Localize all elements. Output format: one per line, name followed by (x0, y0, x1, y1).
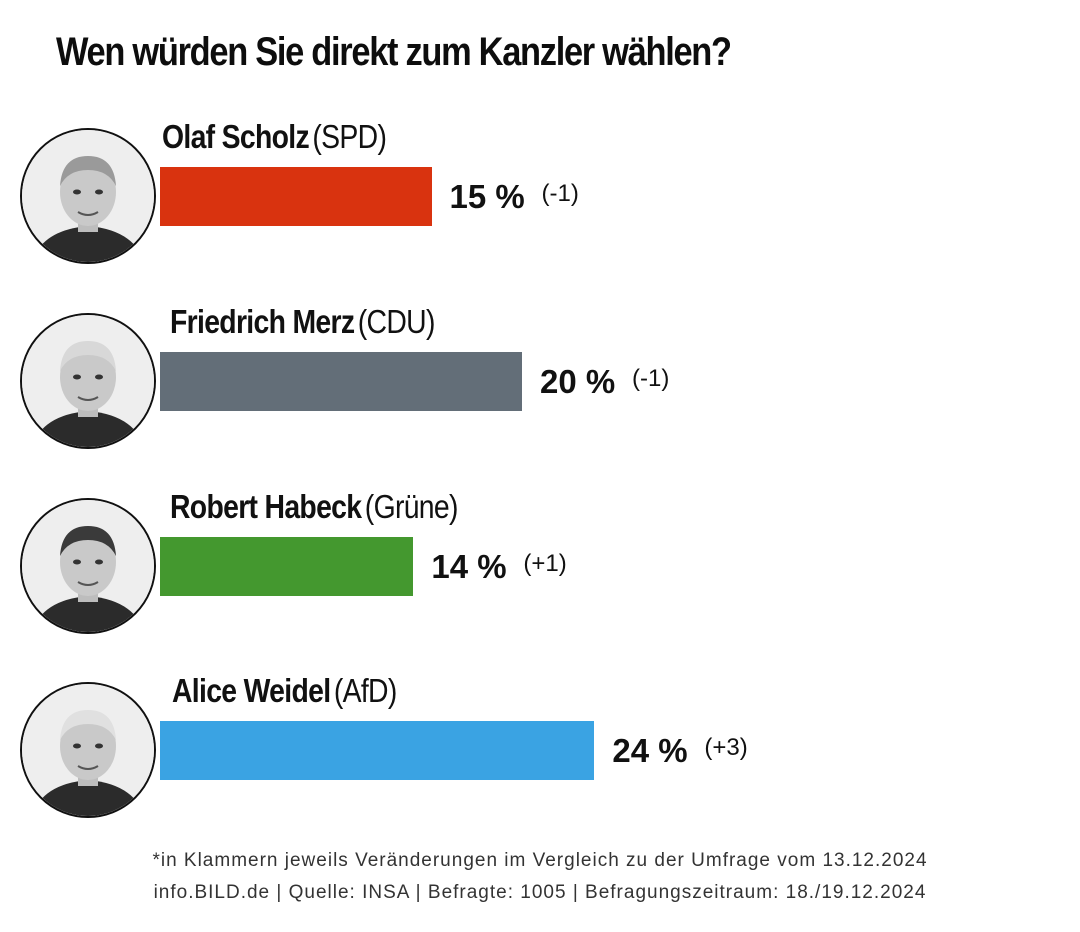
change-label: (-1) (632, 365, 670, 392)
footnote-source: info.BILD.de | Quelle: INSA | Befragte: … (153, 882, 927, 903)
chart-title: Wen würden Sie direkt zum Kanzler wählen… (56, 30, 732, 74)
candidate-label: Robert Habeck (Grüne) (170, 488, 458, 526)
candidate-party: (AfD) (333, 672, 397, 709)
candidate-row-robert-habeck: Robert Habeck (Grüne) 14 % (+1) (0, 488, 1080, 668)
candidate-portrait (20, 313, 156, 449)
value-label: 24 % (612, 732, 688, 769)
value-label: 20 % (540, 363, 616, 400)
candidate-name: Friedrich Merz (170, 303, 355, 340)
candidate-label: Friedrich Merz (CDU) (170, 303, 435, 341)
candidate-row-olaf-scholz: Olaf Scholz (SPD) 15 % (-1) (0, 118, 1080, 298)
candidate-row-alice-weidel: Alice Weidel (AfD) 24 % (+3) (0, 672, 1080, 852)
bar-alice-weidel (160, 721, 595, 780)
candidate-party: (CDU) (357, 303, 436, 340)
candidate-label: Olaf Scholz (SPD) (162, 118, 387, 156)
value-label: 15 % (449, 178, 525, 215)
bar-robert-habeck (160, 537, 414, 596)
candidate-name: Robert Habeck (170, 488, 362, 525)
candidate-party: (Grüne) (364, 488, 459, 525)
candidate-row-friedrich-merz: Friedrich Merz (CDU) 20 % (-1) (0, 303, 1080, 483)
candidate-portrait (20, 128, 156, 264)
bar-olaf-scholz (160, 167, 432, 226)
footnote-changes: *in Klammern jeweils Veränderungen im Ve… (152, 850, 928, 871)
change-label: (+1) (523, 550, 567, 577)
bar-friedrich-merz (160, 352, 522, 411)
candidate-name: Alice Weidel (172, 672, 331, 709)
change-label: (+3) (704, 734, 748, 761)
candidate-party: (SPD) (312, 118, 387, 155)
candidate-portrait (20, 682, 156, 818)
change-label: (-1) (541, 180, 579, 207)
candidate-portrait (20, 498, 156, 634)
value-label: 14 % (431, 548, 507, 585)
candidate-label: Alice Weidel (AfD) (172, 672, 397, 710)
candidate-name: Olaf Scholz (162, 118, 310, 155)
